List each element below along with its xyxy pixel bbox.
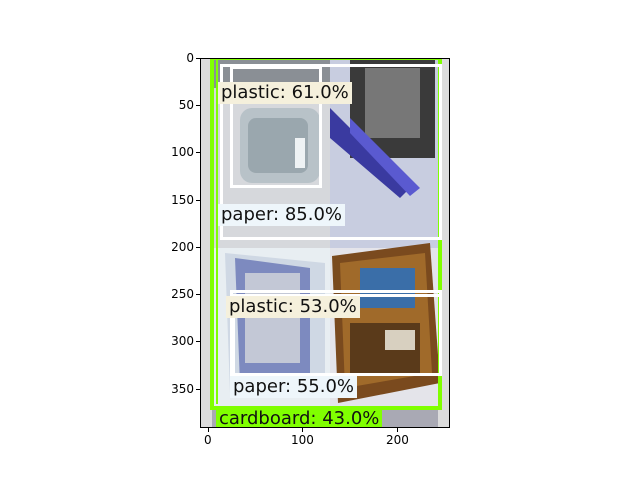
- x-tick-label: 200: [386, 433, 409, 447]
- y-tick-label: 100: [171, 145, 194, 159]
- detection-label-plastic-2: plastic: 53.0%: [226, 296, 360, 318]
- x-tick-label: 0: [204, 433, 212, 447]
- y-tick-label: 250: [171, 287, 194, 301]
- detection-label-plastic-1: plastic: 61.0%: [218, 82, 352, 104]
- x-tick-label: 100: [291, 433, 314, 447]
- y-tick-label: 350: [171, 382, 194, 396]
- y-tick-label: 0: [186, 51, 194, 65]
- y-tick-label: 300: [171, 334, 194, 348]
- y-tick-label: 200: [171, 240, 194, 254]
- cardboard-box-inner: [216, 58, 442, 404]
- detection-label-paper-1: paper: 85.0%: [218, 204, 346, 226]
- y-tick-label: 50: [178, 98, 194, 112]
- y-tick-label: 150: [171, 193, 194, 207]
- plastic-box-1: [230, 66, 322, 188]
- detection-image: plastic: 61.0% paper: 85.0% plastic: 53.…: [200, 58, 450, 428]
- detection-label-cardboard: cardboard: 43.0%: [216, 408, 383, 428]
- paper-box-2: [232, 294, 442, 376]
- detection-label-paper-2: paper: 55.0%: [230, 376, 358, 398]
- paper-box-1: [220, 64, 442, 240]
